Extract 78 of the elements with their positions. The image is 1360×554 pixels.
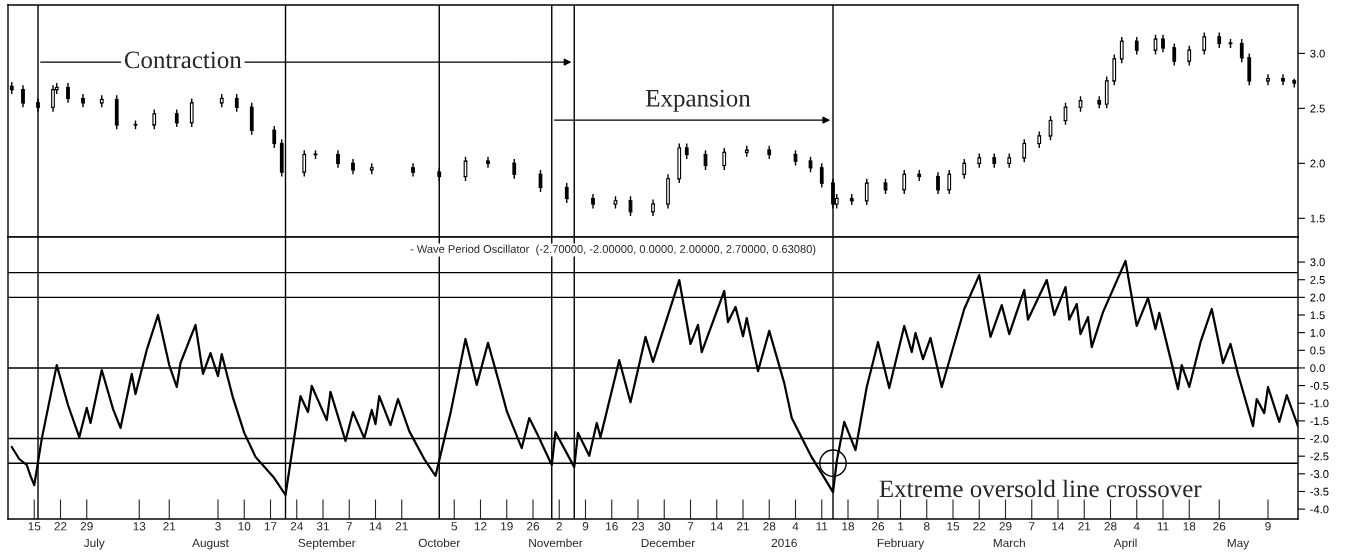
x-tick-label: 4	[792, 522, 799, 531]
x-tick-label: 11	[816, 522, 828, 531]
x-tick-label: 15	[28, 522, 41, 531]
x-tick-label: 2	[556, 522, 562, 531]
x2-tick-label: November	[529, 538, 583, 548]
x-tick-label: 14	[369, 522, 382, 531]
x-tick-label: 26	[1213, 522, 1226, 531]
x-tick-label: 26	[872, 522, 885, 531]
y-tick-label: -0.5	[1310, 381, 1329, 390]
x2-tick-label: July	[83, 538, 105, 550]
x-tick-label: 14	[711, 522, 723, 531]
x2-tick-label: September	[298, 538, 356, 550]
x-tick-label: 23	[632, 522, 645, 531]
x-tick-label: 3	[215, 522, 221, 531]
x2-tick-label: May	[1227, 538, 1250, 550]
x-tick-label: 31	[316, 522, 329, 531]
annotation: Contraction	[124, 51, 242, 69]
y-tick-label: 2.0	[1310, 293, 1325, 302]
y-tick-label: 0.0	[1310, 364, 1325, 373]
x-tick-label: 10	[238, 522, 251, 531]
x2-tick-label: October	[418, 538, 461, 548]
x2-tick-label: February	[877, 538, 925, 550]
x-tick-label: 9	[582, 522, 589, 531]
x-tick-label: 7	[1029, 522, 1035, 531]
x2-tick-label: 2016	[771, 538, 797, 548]
y-tick-label: -4.0	[1310, 505, 1329, 514]
x-tick-label: 21	[163, 522, 176, 531]
annotation: Extreme oversold line crossover	[879, 479, 1202, 498]
x-tick-label: 22	[973, 522, 986, 531]
x-tick-label: 7	[346, 522, 352, 531]
x-tick-label: 16	[606, 522, 618, 531]
x-tick-label: 1	[898, 522, 904, 531]
x-tick-label: 13	[133, 522, 146, 531]
x2-tick-label: August	[192, 538, 229, 550]
x-tick-label: 18	[842, 522, 855, 531]
y-tick-label: -1.0	[1310, 399, 1329, 408]
y-tick-label: -1.5	[1310, 417, 1329, 426]
y-tick-label: 0.5	[1310, 346, 1325, 355]
y-tick-label: 3.0	[1310, 49, 1325, 58]
x-tick-label: 29	[80, 522, 93, 531]
x-tick-label: 22	[54, 522, 67, 531]
x-tick-label: 18	[1183, 522, 1196, 531]
x-tick-label: 26	[527, 522, 540, 531]
x-tick-label: 12	[474, 522, 487, 531]
x-tick-label: 17	[264, 522, 277, 531]
x2-tick-label: April	[1113, 538, 1137, 550]
x-tick-label: 15	[947, 522, 960, 531]
y-tick-label: 2.0	[1310, 159, 1325, 168]
x-tick-label: 5	[451, 522, 458, 531]
x-tick-label: 8	[923, 522, 930, 531]
x-tick-label: 19	[501, 522, 513, 531]
x2-tick-label: December	[641, 538, 696, 548]
text: - Wave Period Oscillator (-2.70000, -2.00000, 0.0000, 2.00000, 2.70000, 0.63080)	[410, 244, 816, 256]
y-tick-label: -2.0	[1310, 434, 1329, 443]
x-tick-label: 30	[658, 522, 671, 531]
y-tick-label: -3.0	[1310, 470, 1329, 478]
x-tick-label: 21	[737, 522, 749, 531]
y-tick-label: 1.5	[1310, 214, 1325, 223]
x-tick-label: 29	[999, 522, 1012, 531]
x2-tick-label: March	[993, 538, 1025, 548]
annotation: Expansion	[645, 89, 751, 112]
x-tick-label: 21	[395, 522, 408, 531]
y-tick-label: 3.0	[1310, 258, 1325, 267]
x-tick-label: 28	[763, 522, 776, 531]
y-tick-label: 2.5	[1310, 275, 1325, 284]
y-tick-label: 2.5	[1310, 104, 1325, 113]
x-tick-label: 28	[1104, 522, 1117, 531]
x-tick-label: 21	[1078, 522, 1091, 531]
x-tick-label: 7	[687, 522, 694, 531]
x-tick-label: 24	[290, 522, 303, 531]
x-tick-label: 11	[1157, 522, 1169, 531]
y-tick-label: 1.0	[1310, 328, 1325, 337]
y-tick-label: -3.5	[1310, 487, 1329, 496]
x-tick-label: 4	[1133, 522, 1140, 531]
x-tick-label: 14	[1052, 522, 1065, 531]
y-tick-label: -2.5	[1310, 452, 1329, 461]
y-tick-label: 1.5	[1310, 311, 1325, 320]
x-tick-label: 9	[1265, 522, 1271, 531]
